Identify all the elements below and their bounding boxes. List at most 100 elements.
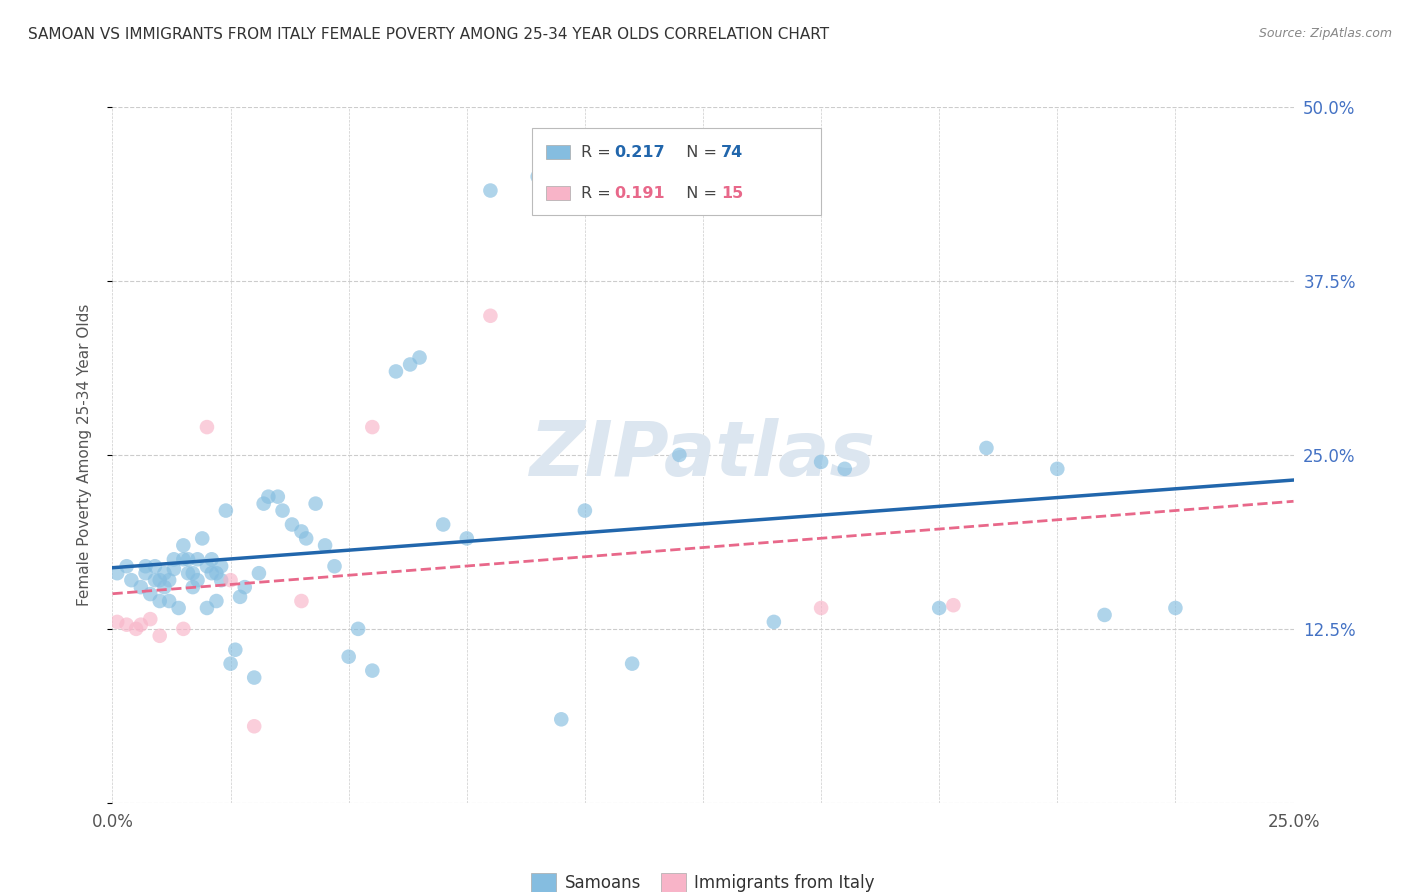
Point [153, 580, 176, 594]
Point [323, 559, 346, 574]
Point [209, 559, 232, 574]
Point [385, 364, 408, 378]
Point [186, 573, 208, 587]
Text: R =: R = [581, 145, 616, 160]
Point [668, 448, 690, 462]
Point [314, 538, 336, 552]
Point [762, 615, 785, 629]
Point [181, 566, 204, 581]
Point [1046, 462, 1069, 476]
Point [290, 524, 312, 539]
Point [205, 594, 228, 608]
Point [167, 601, 190, 615]
FancyBboxPatch shape [546, 186, 569, 200]
Point [219, 657, 242, 671]
Point [976, 441, 998, 455]
Point [191, 532, 214, 546]
Point [290, 594, 312, 608]
Point [304, 497, 326, 511]
Point [195, 420, 218, 434]
Point [219, 573, 242, 587]
Point [224, 642, 246, 657]
FancyBboxPatch shape [546, 145, 569, 159]
Point [810, 455, 832, 469]
Point [195, 559, 218, 574]
Point [153, 566, 176, 581]
Point [201, 566, 224, 581]
Point [229, 590, 252, 604]
Point [479, 309, 502, 323]
Text: SAMOAN VS IMMIGRANTS FROM ITALY FEMALE POVERTY AMONG 25-34 YEAR OLDS CORRELATION: SAMOAN VS IMMIGRANTS FROM ITALY FEMALE P… [28, 27, 830, 42]
Point [105, 615, 128, 629]
Text: 0.191: 0.191 [614, 186, 665, 201]
Point [942, 598, 965, 612]
Point [149, 573, 172, 587]
Point [201, 552, 224, 566]
Point [574, 503, 596, 517]
Point [205, 566, 228, 581]
Point [115, 559, 138, 574]
Point [143, 559, 166, 574]
Point [253, 497, 276, 511]
Point [233, 580, 256, 594]
Point [149, 594, 172, 608]
Point [129, 580, 152, 594]
Point [526, 169, 548, 184]
Point [135, 566, 157, 581]
Point [1094, 607, 1116, 622]
Point [1164, 601, 1187, 615]
Point [172, 622, 194, 636]
Point [550, 712, 572, 726]
Point [267, 490, 290, 504]
Point [257, 490, 280, 504]
Point [186, 552, 208, 566]
Point [361, 664, 384, 678]
Point [172, 538, 194, 552]
Point [834, 462, 856, 476]
Point [115, 617, 138, 632]
Text: N =: N = [676, 145, 721, 160]
Text: 0.217: 0.217 [614, 145, 665, 160]
Point [399, 358, 422, 372]
Point [195, 601, 218, 615]
Point [177, 566, 200, 581]
Point [149, 629, 172, 643]
Point [172, 552, 194, 566]
Point [209, 573, 232, 587]
Point [928, 601, 950, 615]
Text: Source: ZipAtlas.com: Source: ZipAtlas.com [1258, 27, 1392, 40]
Point [337, 649, 360, 664]
Point [247, 566, 270, 581]
Point [125, 622, 148, 636]
Text: R =: R = [581, 186, 616, 201]
Point [271, 503, 294, 517]
Point [408, 351, 430, 365]
Point [243, 671, 266, 685]
Point [181, 580, 204, 594]
Text: 15: 15 [721, 186, 742, 201]
Point [432, 517, 454, 532]
Text: N =: N = [676, 186, 721, 201]
Point [139, 587, 162, 601]
Point [281, 517, 304, 532]
Point [295, 532, 318, 546]
Point [163, 552, 186, 566]
Point [347, 622, 370, 636]
Point [177, 552, 200, 566]
Point [243, 719, 266, 733]
Point [163, 562, 186, 576]
Point [456, 532, 478, 546]
Legend: Samoans, Immigrants from Italy: Samoans, Immigrants from Italy [524, 867, 882, 892]
Point [135, 559, 157, 574]
Point [143, 573, 166, 587]
Point [129, 617, 152, 632]
Y-axis label: Female Poverty Among 25-34 Year Olds: Female Poverty Among 25-34 Year Olds [77, 304, 91, 606]
Point [157, 573, 180, 587]
Point [120, 573, 142, 587]
FancyBboxPatch shape [531, 128, 821, 215]
Point [105, 566, 128, 581]
Point [479, 184, 502, 198]
Point [139, 612, 162, 626]
Point [810, 601, 832, 615]
Text: ZIPatlas: ZIPatlas [530, 418, 876, 491]
